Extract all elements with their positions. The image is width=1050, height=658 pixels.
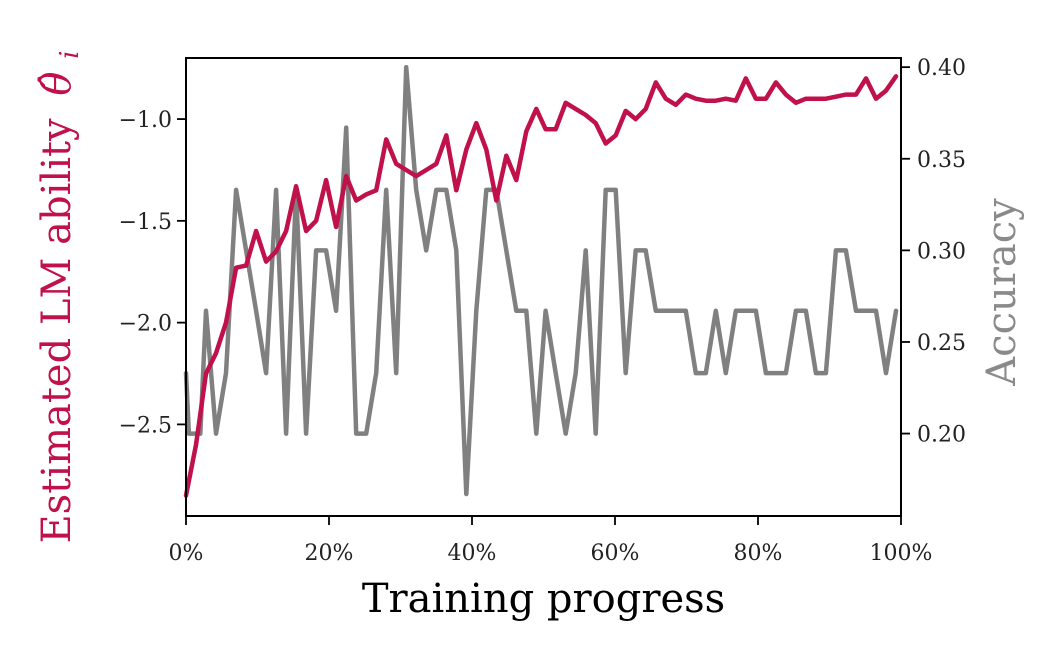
- y-right-axis-title: Accuracy: [979, 198, 1025, 387]
- series-line-accuracy: [183, 64, 899, 497]
- y-left-tick-label: −1.5: [119, 210, 172, 235]
- y-right-tick-label: 0.20: [917, 423, 966, 448]
- x-tick-label: 100%: [870, 541, 933, 566]
- x-axis-title: Training progress: [362, 576, 725, 622]
- y-left-axis-title: Estimated LM ability θ̂ i: [34, 50, 85, 543]
- series-layer: [183, 64, 899, 498]
- x-tick-label: 20%: [305, 541, 354, 566]
- y-left-tick-label: −2.0: [119, 312, 172, 337]
- y-left-axis-title-subscript: i: [55, 50, 85, 58]
- y-left-tick-label: −1.0: [119, 108, 172, 133]
- x-tick-label: 80%: [734, 541, 783, 566]
- plot-frame: [185, 57, 902, 517]
- tick-layer: 0% 20% 40% 60% 80% 100% −1.0 −1.5 −2.0 −2.5 0.40 0.…: [119, 56, 966, 566]
- y-left-tick-label: −2.5: [119, 413, 172, 438]
- series-line-ability: [183, 74, 899, 498]
- y-right-tick-label: 0.25: [917, 331, 966, 356]
- x-tick-label: 40%: [448, 541, 497, 566]
- y-right-tick-label: 0.40: [917, 56, 966, 81]
- y-right-tick-label: 0.35: [917, 148, 966, 173]
- x-tick-label: 60%: [591, 541, 640, 566]
- x-tick-label: 0%: [169, 541, 204, 566]
- y-left-axis-title-symbol: θ̂: [34, 72, 80, 96]
- y-left-axis-title-text: Estimated LM ability: [34, 118, 80, 544]
- y-right-tick-label: 0.30: [917, 239, 966, 264]
